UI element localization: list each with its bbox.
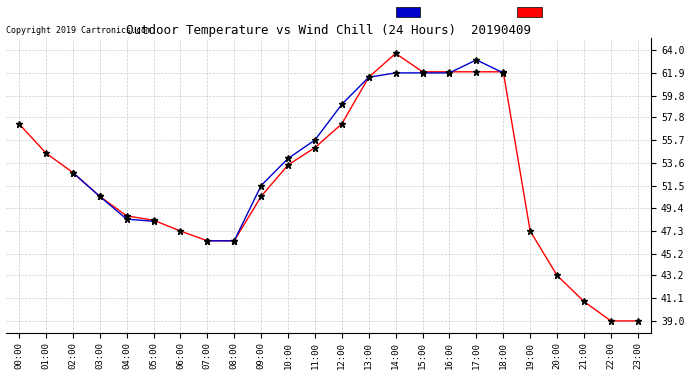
Legend: Wind Chill  (°F), Temperature  (°F): Wind Chill (°F), Temperature (°F): [394, 5, 647, 19]
Text: Copyright 2019 Cartronics.com: Copyright 2019 Cartronics.com: [6, 26, 150, 35]
Title: Outdoor Temperature vs Wind Chill (24 Hours)  20190409: Outdoor Temperature vs Wind Chill (24 Ho…: [126, 24, 531, 37]
